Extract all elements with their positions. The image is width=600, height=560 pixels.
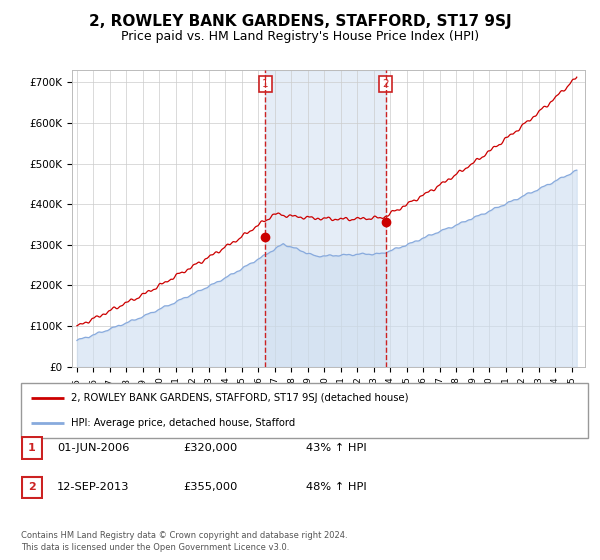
Text: 2, ROWLEY BANK GARDENS, STAFFORD, ST17 9SJ: 2, ROWLEY BANK GARDENS, STAFFORD, ST17 9…	[89, 14, 511, 29]
Text: 01-JUN-2006: 01-JUN-2006	[57, 443, 130, 453]
FancyBboxPatch shape	[21, 383, 588, 438]
Text: 1: 1	[28, 443, 35, 453]
Text: 2: 2	[28, 482, 35, 492]
FancyBboxPatch shape	[22, 437, 41, 459]
Text: This data is licensed under the Open Government Licence v3.0.: This data is licensed under the Open Gov…	[21, 543, 289, 552]
FancyBboxPatch shape	[22, 477, 41, 498]
Text: £320,000: £320,000	[183, 443, 237, 453]
Bar	[265, 70, 386, 367]
Text: 2, ROWLEY BANK GARDENS, STAFFORD, ST17 9SJ (detached house): 2, ROWLEY BANK GARDENS, STAFFORD, ST17 9…	[71, 393, 409, 403]
Text: 12-SEP-2013: 12-SEP-2013	[57, 482, 130, 492]
Text: 43% ↑ HPI: 43% ↑ HPI	[306, 443, 367, 453]
Text: 48% ↑ HPI: 48% ↑ HPI	[306, 482, 367, 492]
Text: 1: 1	[262, 79, 269, 89]
Text: 2: 2	[382, 79, 389, 89]
Text: £355,000: £355,000	[183, 482, 238, 492]
Text: Contains HM Land Registry data © Crown copyright and database right 2024.: Contains HM Land Registry data © Crown c…	[21, 531, 347, 540]
Text: Price paid vs. HM Land Registry's House Price Index (HPI): Price paid vs. HM Land Registry's House …	[121, 30, 479, 44]
Text: HPI: Average price, detached house, Stafford: HPI: Average price, detached house, Staf…	[71, 418, 295, 428]
